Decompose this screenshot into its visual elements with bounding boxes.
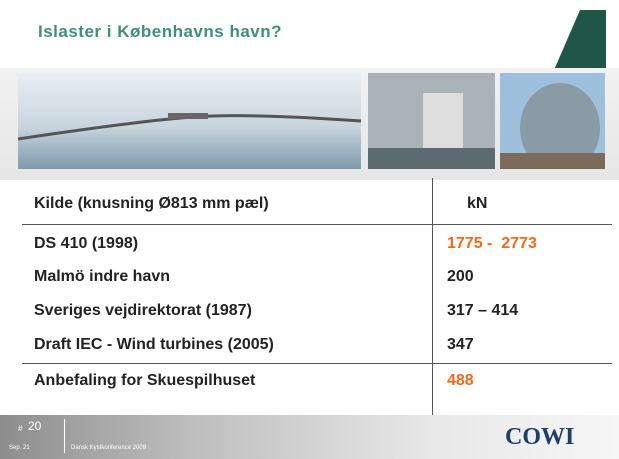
bridge-photo bbox=[18, 73, 361, 169]
slide-number: 20 bbox=[28, 419, 41, 433]
cell: 488 bbox=[447, 372, 474, 390]
cell: DS 410 (1998) bbox=[34, 235, 138, 253]
harbour-photo bbox=[368, 73, 495, 169]
column-divider bbox=[432, 178, 433, 416]
cell: Malmö indre havn bbox=[34, 268, 170, 286]
cell: Anbefaling for Skuespilhuset bbox=[34, 372, 255, 390]
slide-hash: # bbox=[18, 424, 22, 433]
cell: Sveriges vejdirektorat (1987) bbox=[34, 302, 252, 320]
header-decor bbox=[0, 0, 619, 72]
building-photo bbox=[500, 73, 605, 169]
table: Kilde (knusning Ø813 mm pæl) kN DS 410 (… bbox=[22, 178, 612, 418]
cell: Draft IEC - Wind turbines (2005) bbox=[34, 336, 274, 354]
row-divider bbox=[22, 224, 612, 225]
logo: COWI bbox=[505, 424, 574, 451]
footer-date: Sep. 21 bbox=[9, 445, 30, 451]
cell: 1775 - 2773 bbox=[447, 235, 537, 253]
header-cell: Kilde (knusning Ø813 mm pæl) bbox=[34, 195, 269, 213]
slide: {"header": {"title": "Islaster i Københa… bbox=[0, 0, 619, 459]
footer-divider bbox=[64, 419, 65, 453]
cell: 317 – 414 bbox=[447, 302, 518, 320]
row-divider bbox=[22, 363, 612, 364]
cell: 200 bbox=[447, 268, 474, 286]
footer-event: Dansk Kystkonference 2009 bbox=[71, 445, 146, 451]
cell: 347 bbox=[447, 336, 474, 354]
header-cell: kN bbox=[467, 195, 487, 213]
